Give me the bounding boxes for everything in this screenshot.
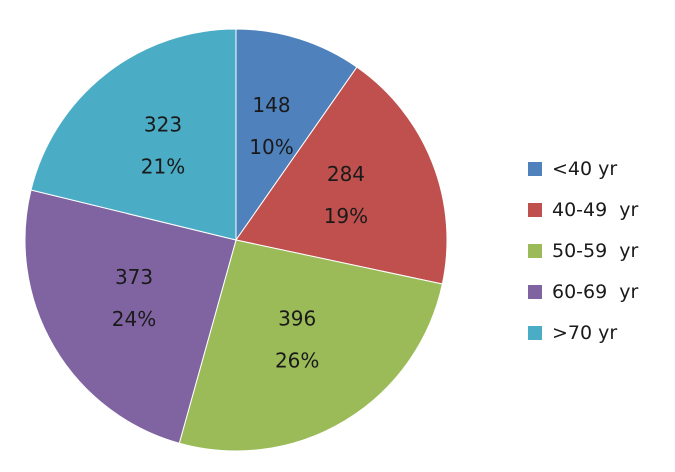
legend-label-60-69: 60-69 yr <box>552 280 639 303</box>
legend-item-40-49: 40-49 yr <box>528 189 638 230</box>
pie-slice-over-70 <box>30 28 237 241</box>
legend-label-under-40: <40 yr <box>552 157 618 180</box>
legend-label-40-49: 40-49 yr <box>552 198 639 221</box>
legend-swatch-40-49 <box>528 202 542 217</box>
legend-swatch-60-69 <box>528 284 542 299</box>
legend-swatch-under-40 <box>528 161 542 176</box>
data-label-value-60-69: 373 <box>115 265 153 289</box>
legend-swatch-50-59 <box>528 243 542 258</box>
legend: <40 yr 40-49 yr 50-59 yr 60-69 yr >70 yr <box>528 148 638 353</box>
data-label-value-50-59: 396 <box>278 307 316 331</box>
data-label-value-40-49: 284 <box>327 162 365 186</box>
data-label-percent-40-49: 19% <box>324 204 368 228</box>
legend-label-50-59: 50-59 yr <box>552 239 639 262</box>
legend-item-over-70: >70 yr <box>528 312 638 353</box>
data-label-percent-50-59: 26% <box>275 349 319 373</box>
pie-data-labels: 148 10% 284 19% 396 26% 373 24% 323 21% <box>112 93 368 373</box>
data-label-value-over-70: 323 <box>144 113 182 137</box>
data-label-percent-60-69: 24% <box>112 307 156 331</box>
legend-label-over-70: >70 yr <box>552 321 618 344</box>
legend-item-under-40: <40 yr <box>528 148 638 189</box>
data-label-percent-under-40: 10% <box>249 135 293 159</box>
pie-slice-60-69 <box>24 189 237 444</box>
pie-slice-40-49 <box>235 66 448 285</box>
pie-slice-50-59 <box>178 239 443 452</box>
data-label-value-under-40: 148 <box>252 93 290 117</box>
legend-item-60-69: 60-69 yr <box>528 271 638 312</box>
legend-swatch-over-70 <box>528 325 542 340</box>
legend-item-50-59: 50-59 yr <box>528 230 638 271</box>
data-label-percent-over-70: 21% <box>141 155 185 179</box>
pie-slices <box>24 28 448 452</box>
pie-slice-under-40 <box>235 28 358 242</box>
